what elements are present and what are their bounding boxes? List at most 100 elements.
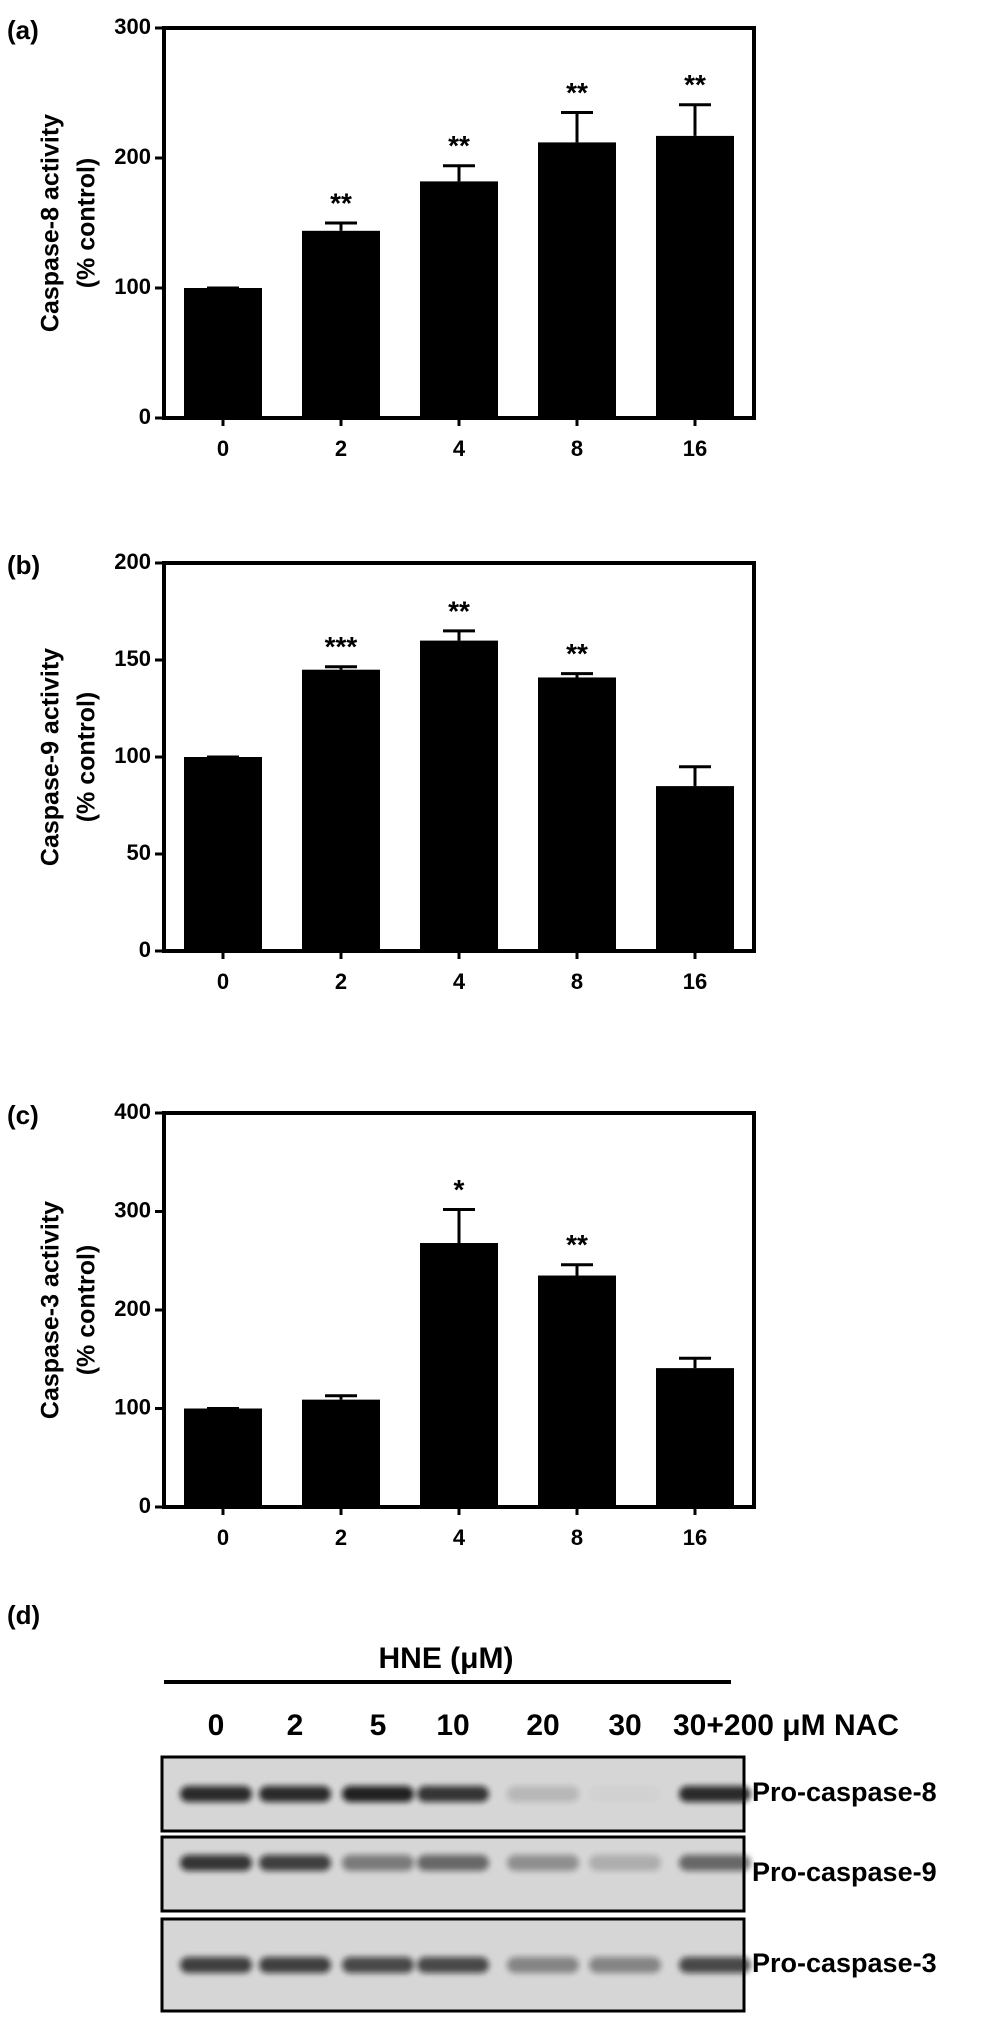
y-tick-label: 300 [114,14,151,39]
x-tick-label: 0 [217,1525,229,1550]
x-tick-label: 4 [453,969,466,994]
lane-label: 2 [287,1709,304,1742]
error-bar [679,1356,711,1369]
bar [656,1368,734,1507]
blot-band [589,1957,661,1973]
y-axis-label: Caspase-9 activity [37,648,65,866]
error-bar [325,1394,357,1400]
panel-label: (d) [7,1600,40,1630]
lane-label: 5 [370,1709,387,1742]
blot-band [180,1957,252,1973]
significance-label: ** [684,69,706,100]
x-tick-label: 4 [453,1525,466,1550]
error-bar [443,629,475,641]
bar [420,1243,498,1507]
blot-band [679,1854,751,1871]
panel-label: (a) [7,15,39,45]
band-label: Pro-caspase-3 [752,1948,937,1978]
x-tick-label: 0 [217,969,229,994]
blot-title: HNE (μM) [379,1642,514,1675]
blot-band [180,1854,252,1871]
x-tick-label: 4 [453,436,466,461]
x-tick-label: 2 [335,436,347,461]
plot-frame [162,561,756,953]
bar [538,677,616,951]
significance-label: * [454,1174,465,1205]
band-label: Pro-caspase-8 [752,1777,937,1807]
y-tick-label: 50 [127,840,151,865]
y-tick-label: 100 [114,743,151,768]
y-axis-label: Caspase-8 activity [37,114,65,332]
lane-label: 20 [526,1709,559,1742]
lane-label: 0 [208,1709,225,1742]
significance-label: ** [566,638,588,669]
blot-band [679,1786,751,1802]
y-tick-label: 0 [139,1493,151,1518]
x-tick-label: 0 [217,436,229,461]
bar [420,181,498,418]
y-tick-label: 100 [114,274,151,299]
x-tick-label: 8 [571,1525,583,1550]
significance-label: ** [566,77,588,108]
error-bar [443,164,475,182]
y-tick-label: 200 [114,144,151,169]
y-tick-label: 200 [114,1296,151,1321]
blot-band [180,1786,252,1802]
error-bar [325,665,357,670]
panel-label: (c) [7,1100,39,1130]
blot-band [342,1957,414,1973]
panel-label: (b) [7,550,40,580]
significance-label: ** [566,1229,588,1260]
lane-label: 30 [608,1709,641,1742]
y-axis-label: (% control) [73,692,101,823]
band-label: Pro-caspase-9 [752,1857,937,1887]
y-tick-label: 400 [114,1099,151,1124]
significance-label: ** [448,595,470,626]
blot-band [417,1957,489,1973]
plot-frame [162,1111,756,1509]
blot-band [259,1854,331,1871]
blot-band [589,1854,661,1871]
x-tick-label: 8 [571,436,583,461]
y-tick-label: 300 [114,1197,151,1222]
blot-band [342,1786,414,1802]
blot-band [342,1854,414,1871]
y-axis-label: (% control) [73,158,101,289]
y-tick-label: 150 [114,646,151,671]
bar [184,757,262,951]
y-tick-label: 0 [139,404,151,429]
bar [302,669,380,951]
blot-band [507,1957,579,1973]
error-bar [325,221,357,231]
error-bar [561,672,593,678]
x-tick-label: 8 [571,969,583,994]
bar [538,142,616,418]
error-bar [679,765,711,787]
error-bar [561,111,593,143]
bar [656,135,734,418]
bar [656,786,734,951]
significance-label: ** [330,187,352,218]
x-tick-label: 16 [683,969,707,994]
y-tick-label: 200 [114,549,151,574]
x-tick-label: 16 [683,436,707,461]
x-tick-label: 2 [335,969,347,994]
significance-label: *** [325,631,358,662]
bar [184,1408,262,1507]
error-bar [679,103,711,136]
blot-band [507,1786,579,1802]
bar [302,1399,380,1507]
significance-label: ** [448,130,470,161]
blot-band [417,1786,489,1802]
blot-membrane [160,1835,746,1913]
error-bar [443,1208,475,1244]
plot-frame [162,26,756,420]
lane-label: 30+200 μM NAC [673,1709,899,1742]
blot-band [259,1957,331,1973]
x-tick-label: 16 [683,1525,707,1550]
blot-band [589,1786,661,1802]
blot-band [259,1786,331,1802]
y-axis-label: (% control) [73,1245,101,1376]
y-axis-label: Caspase-3 activity [37,1201,65,1419]
